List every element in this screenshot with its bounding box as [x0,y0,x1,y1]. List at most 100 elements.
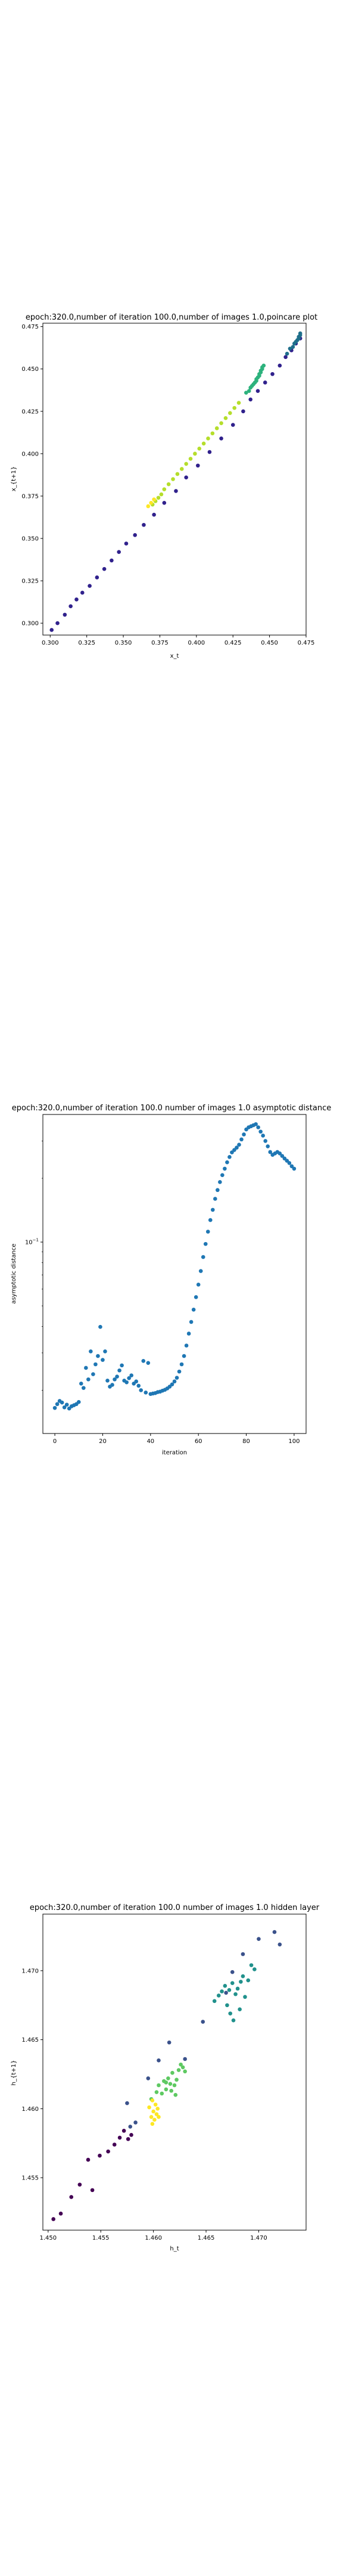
data-point [207,450,212,454]
data-point [51,2217,55,2221]
data-point [105,1379,110,1383]
data-point [154,2090,159,2094]
data-point [230,423,235,427]
data-point [184,462,188,466]
data-point [162,500,167,505]
data-point [149,2114,154,2119]
data-point [277,1942,282,1947]
data-point [52,1405,57,1410]
y-tick-label: 0.375 [21,493,39,500]
data-point [225,1160,229,1165]
data-point [139,1388,144,1392]
data-point [193,451,197,456]
data-point [223,1984,227,1988]
data-point [179,467,184,471]
data-point [84,1366,88,1370]
data-point [218,1180,222,1184]
y-tick-label: 1.460 [21,2106,39,2113]
plot-frame [42,1914,307,2231]
data-point [144,1391,148,1395]
data-point [231,2018,236,2023]
data-point [96,1354,100,1358]
data-point [147,2105,151,2110]
data-point [235,1986,240,1991]
data-point [159,492,164,497]
data-point [236,401,241,405]
data-point [184,475,188,479]
data-point [233,1992,238,1996]
data-point [151,2109,155,2114]
data-point [239,1137,244,1142]
data-point [125,2101,129,2106]
data-point [49,628,54,632]
data-point [77,2182,82,2187]
data-point [63,612,67,617]
x-tick-label: 0 [53,1438,57,1445]
data-point [241,1952,245,1956]
data-point [55,1402,60,1407]
data-point [174,1376,179,1380]
data-point [80,590,85,595]
data-point [183,2057,187,2061]
data-point [174,2077,179,2082]
data-point [182,1354,186,1358]
data-point [128,2125,133,2129]
data-point [244,391,248,395]
data-point [219,436,223,441]
data-point [197,447,202,451]
data-point [170,2070,174,2075]
data-point [272,1930,277,1934]
data-point [134,1379,139,1384]
x-tick-label: 0.450 [261,640,278,646]
x-tick-label: 1.455 [92,2235,110,2241]
data-point [55,621,60,626]
x-tick-label: 60 [195,1438,202,1445]
data-point [157,2058,161,2063]
x-tick-label: 1.465 [198,2235,215,2241]
data-point [237,1143,241,1147]
data-point [174,489,178,493]
data-point [225,2003,229,2008]
data-point [191,1308,196,1312]
data-point [60,1400,64,1405]
data-point [129,2133,133,2137]
data-point [101,1358,105,1362]
x-tick-label: 80 [242,1438,250,1445]
data-point [288,346,292,351]
data-point [133,533,137,537]
data-point [172,1379,177,1384]
data-point [203,1241,208,1246]
x-tick-label: 0.350 [115,640,132,646]
data-point [246,1978,251,1983]
data-point [198,1269,203,1273]
data-point [112,2142,117,2147]
y-tick-label: 0.325 [21,578,39,585]
chart-title: epoch:320.0,number of iteration 100.0 nu… [30,1903,320,1912]
data-point [149,500,154,505]
data-point [241,409,245,414]
data-point [152,512,156,517]
x-tick-label: 1.460 [145,2235,162,2241]
data-point [121,2129,126,2133]
data-point [194,1295,198,1299]
data-point [160,2091,164,2096]
data-point [285,351,289,356]
x-tick-label: 1.470 [250,2235,267,2241]
x-axis-label: iteration [162,1450,187,1456]
data-point [74,597,79,602]
data-point [117,2135,122,2140]
data-point [239,1980,243,1984]
data-point [69,2195,74,2199]
data-point [86,1377,91,1382]
data-point [249,1963,254,1967]
data-point [155,2107,160,2111]
data-point [291,345,295,349]
data-point [277,363,282,368]
x-tick-label: 20 [99,1438,107,1445]
data-point [263,1139,267,1143]
data-point [263,380,267,385]
y-tick-label: 0.350 [21,535,39,542]
plot-frame [42,323,307,636]
x-tick-label: 0.325 [78,640,95,646]
x-axis-label: h_t [170,2246,179,2252]
